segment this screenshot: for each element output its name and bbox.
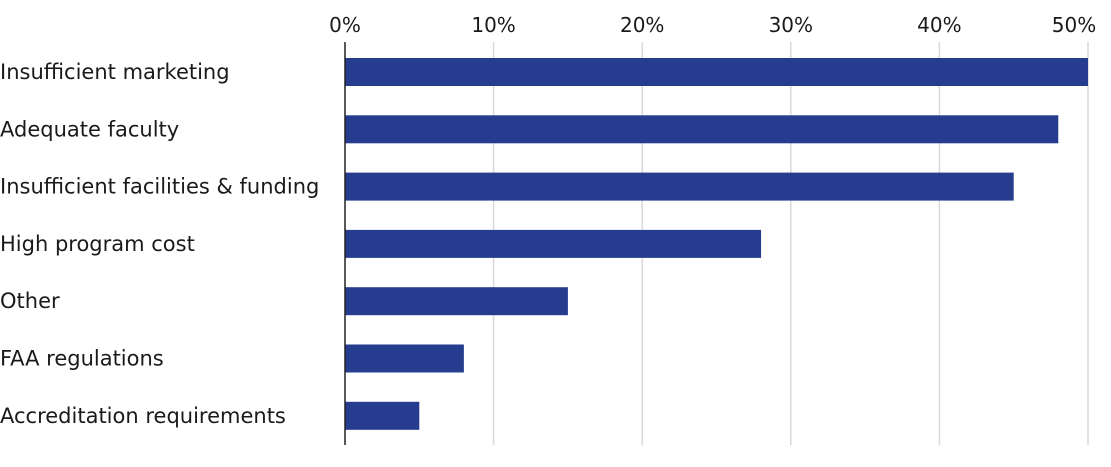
category-label: Insufficient marketing xyxy=(0,60,230,84)
x-tick-label: 0% xyxy=(329,13,361,37)
bar xyxy=(345,344,464,373)
bar xyxy=(345,58,1088,86)
bar xyxy=(345,287,568,316)
gridlines xyxy=(492,42,1089,445)
category-label: Other xyxy=(0,289,60,313)
x-tick-label: 20% xyxy=(620,13,664,37)
category-label: FAA regulations xyxy=(0,347,164,371)
category-label: Insufficient facilities & funding xyxy=(0,175,319,199)
x-tick-label: 40% xyxy=(917,13,961,37)
x-axis-ticks: 0% 10% 20% 30% 40% 50% xyxy=(329,13,1096,37)
bars xyxy=(345,58,1088,430)
x-tick-label: 10% xyxy=(471,13,515,37)
category-labels: Insufficient marketing Adequate faculty In… xyxy=(0,60,319,428)
x-tick-label: 30% xyxy=(769,13,813,37)
category-label: Accreditation requirements xyxy=(0,404,286,428)
category-label: High program cost xyxy=(0,232,195,256)
bar xyxy=(345,115,1059,144)
x-tick-label: 50% xyxy=(1052,13,1096,37)
bar xyxy=(345,172,1014,201)
bar xyxy=(345,229,762,258)
category-label: Adequate faculty xyxy=(0,117,179,141)
bar xyxy=(345,401,420,430)
